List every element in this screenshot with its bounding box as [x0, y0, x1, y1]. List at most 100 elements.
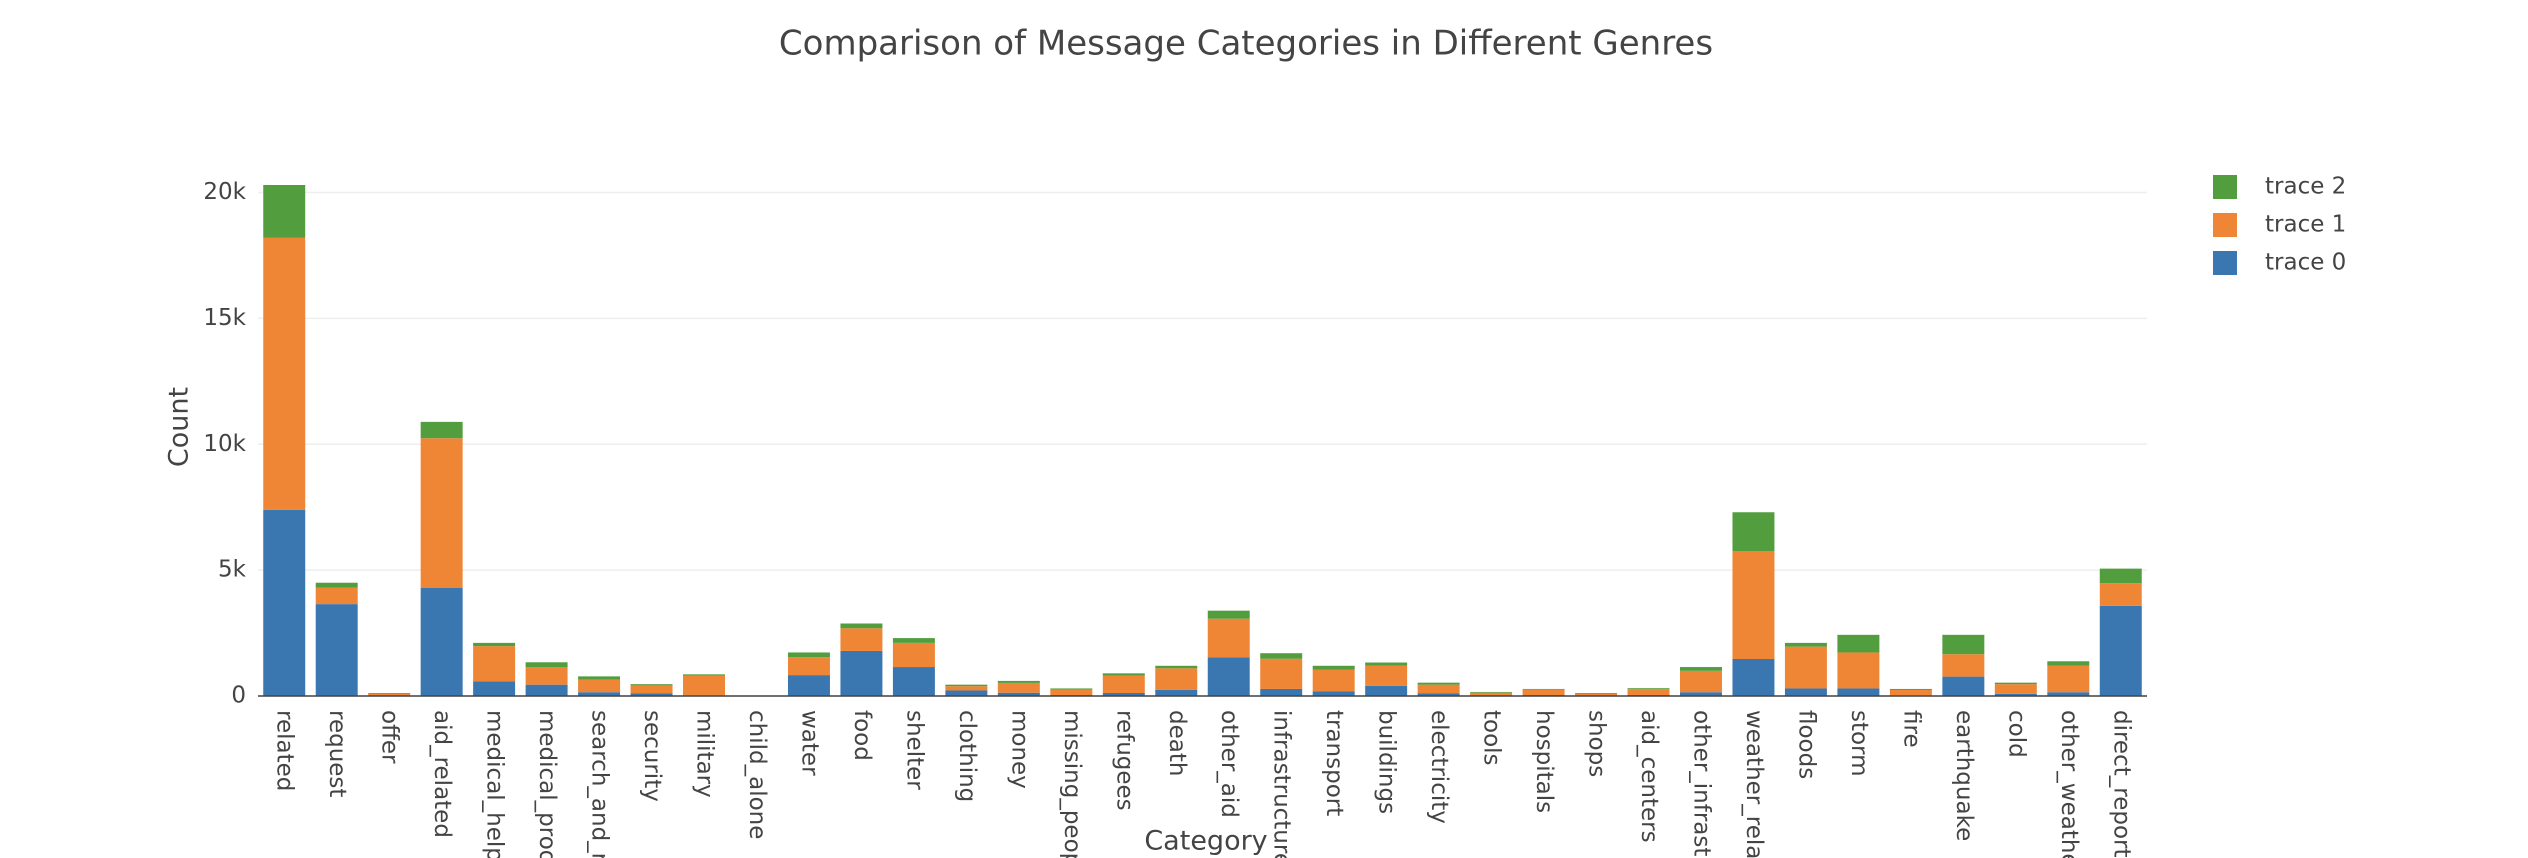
- bar: [315, 587, 358, 605]
- bar: [578, 679, 621, 693]
- bar: [1575, 693, 1618, 696]
- bar: [1942, 634, 1985, 655]
- x-tick-label: aid_related: [429, 710, 455, 838]
- bar: [1050, 688, 1093, 690]
- bar: [1627, 688, 1670, 690]
- bar: [420, 588, 463, 696]
- bar: [1837, 652, 1880, 689]
- chart-title: Comparison of Message Categories in Diff…: [779, 24, 1713, 64]
- bar: [997, 692, 1040, 696]
- bar: [1365, 662, 1408, 666]
- bar: [1889, 689, 1932, 696]
- x-tick-label: other_aid: [1216, 710, 1242, 818]
- legend-label: trace 0: [2265, 250, 2346, 276]
- bar: [787, 675, 830, 696]
- y-tick-label: 0: [231, 683, 246, 709]
- x-tick-label: medical_products: [534, 710, 560, 858]
- x-tick-label: earthquake: [1951, 710, 1977, 841]
- bar: [473, 681, 516, 696]
- bar: [420, 438, 463, 589]
- bar: [525, 662, 568, 668]
- bar: [1522, 688, 1565, 690]
- bar: [1679, 667, 1722, 671]
- bar: [1942, 654, 1985, 677]
- bar: [420, 421, 463, 439]
- bar: [473, 642, 516, 647]
- x-tick-label: medical_help: [482, 710, 508, 858]
- bar: [1889, 688, 1932, 690]
- x-tick-label: missing_people: [1059, 710, 1085, 858]
- x-tick-label: child_alone: [744, 710, 770, 839]
- bar: [1732, 551, 1775, 659]
- bar: [1994, 682, 2037, 685]
- x-tick-label: hospitals: [1531, 710, 1557, 813]
- x-tick-label: request: [324, 710, 350, 797]
- bar: [1155, 689, 1198, 696]
- x-tick-label: search_and_rescue: [587, 710, 613, 858]
- bar: [525, 684, 568, 696]
- bar: [2099, 605, 2142, 696]
- x-tick-label: water: [796, 710, 822, 776]
- x-tick-label: tools: [1479, 710, 1505, 766]
- x-tick-label: buildings: [1374, 710, 1400, 814]
- bar: [578, 676, 621, 680]
- bar: [1102, 692, 1145, 696]
- bar: [892, 638, 935, 643]
- x-tick-label: weather_related: [1741, 710, 1767, 858]
- bar: [368, 693, 411, 696]
- legend-label: trace 1: [2265, 212, 2346, 238]
- bar: [630, 685, 673, 694]
- bar: [1627, 689, 1670, 695]
- bar: [1679, 670, 1722, 693]
- bar: [892, 642, 935, 668]
- bar: [787, 652, 830, 658]
- x-tick-label: other_weather: [2056, 710, 2082, 858]
- x-tick-label: aid_centers: [1636, 710, 1662, 843]
- x-tick-label: electricity: [1426, 710, 1452, 824]
- bar: [263, 509, 306, 696]
- bar: [630, 684, 673, 686]
- bar: [1102, 673, 1145, 676]
- bar: [2047, 692, 2090, 696]
- x-tick-label: other_infrastructure: [1688, 710, 1714, 858]
- bar: [1784, 646, 1827, 689]
- bar: [1732, 512, 1775, 552]
- x-tick-label: fire: [1898, 710, 1924, 748]
- bar: [473, 646, 516, 682]
- x-tick-label: shelter: [901, 710, 927, 790]
- bar: [1784, 642, 1827, 647]
- bar: [1522, 689, 1565, 695]
- bar: [2099, 568, 2142, 584]
- bar: [1417, 684, 1460, 694]
- bar: [2047, 661, 2090, 666]
- x-tick-label: food: [849, 710, 875, 761]
- bar: [368, 692, 411, 694]
- bar: [840, 628, 883, 651]
- y-tick-label: 20k: [203, 179, 246, 205]
- bar: [1155, 665, 1198, 669]
- bar: [315, 604, 358, 696]
- bar: [1207, 610, 1250, 619]
- bar: [997, 682, 1040, 693]
- bar: [1732, 658, 1775, 696]
- bar: [1417, 693, 1460, 696]
- bar: [1050, 689, 1093, 695]
- x-tick-label: shops: [1584, 710, 1610, 777]
- bar: [1312, 669, 1355, 692]
- y-tick-label: 10k: [203, 431, 246, 457]
- bar: [1470, 692, 1513, 696]
- bar: [892, 667, 935, 696]
- x-tick-label: military: [692, 710, 718, 798]
- bar: [787, 657, 830, 676]
- bar: [2047, 665, 2090, 693]
- x-tick-label: death: [1164, 710, 1190, 776]
- bar: [630, 693, 673, 696]
- bar: [1994, 684, 2037, 694]
- y-tick-label: 5k: [218, 557, 247, 583]
- x-tick-label: storm: [1846, 710, 1872, 777]
- x-tick-label: cold: [2003, 710, 2029, 758]
- bar: [840, 650, 883, 696]
- bar: [1365, 665, 1408, 686]
- bar: [1207, 657, 1250, 696]
